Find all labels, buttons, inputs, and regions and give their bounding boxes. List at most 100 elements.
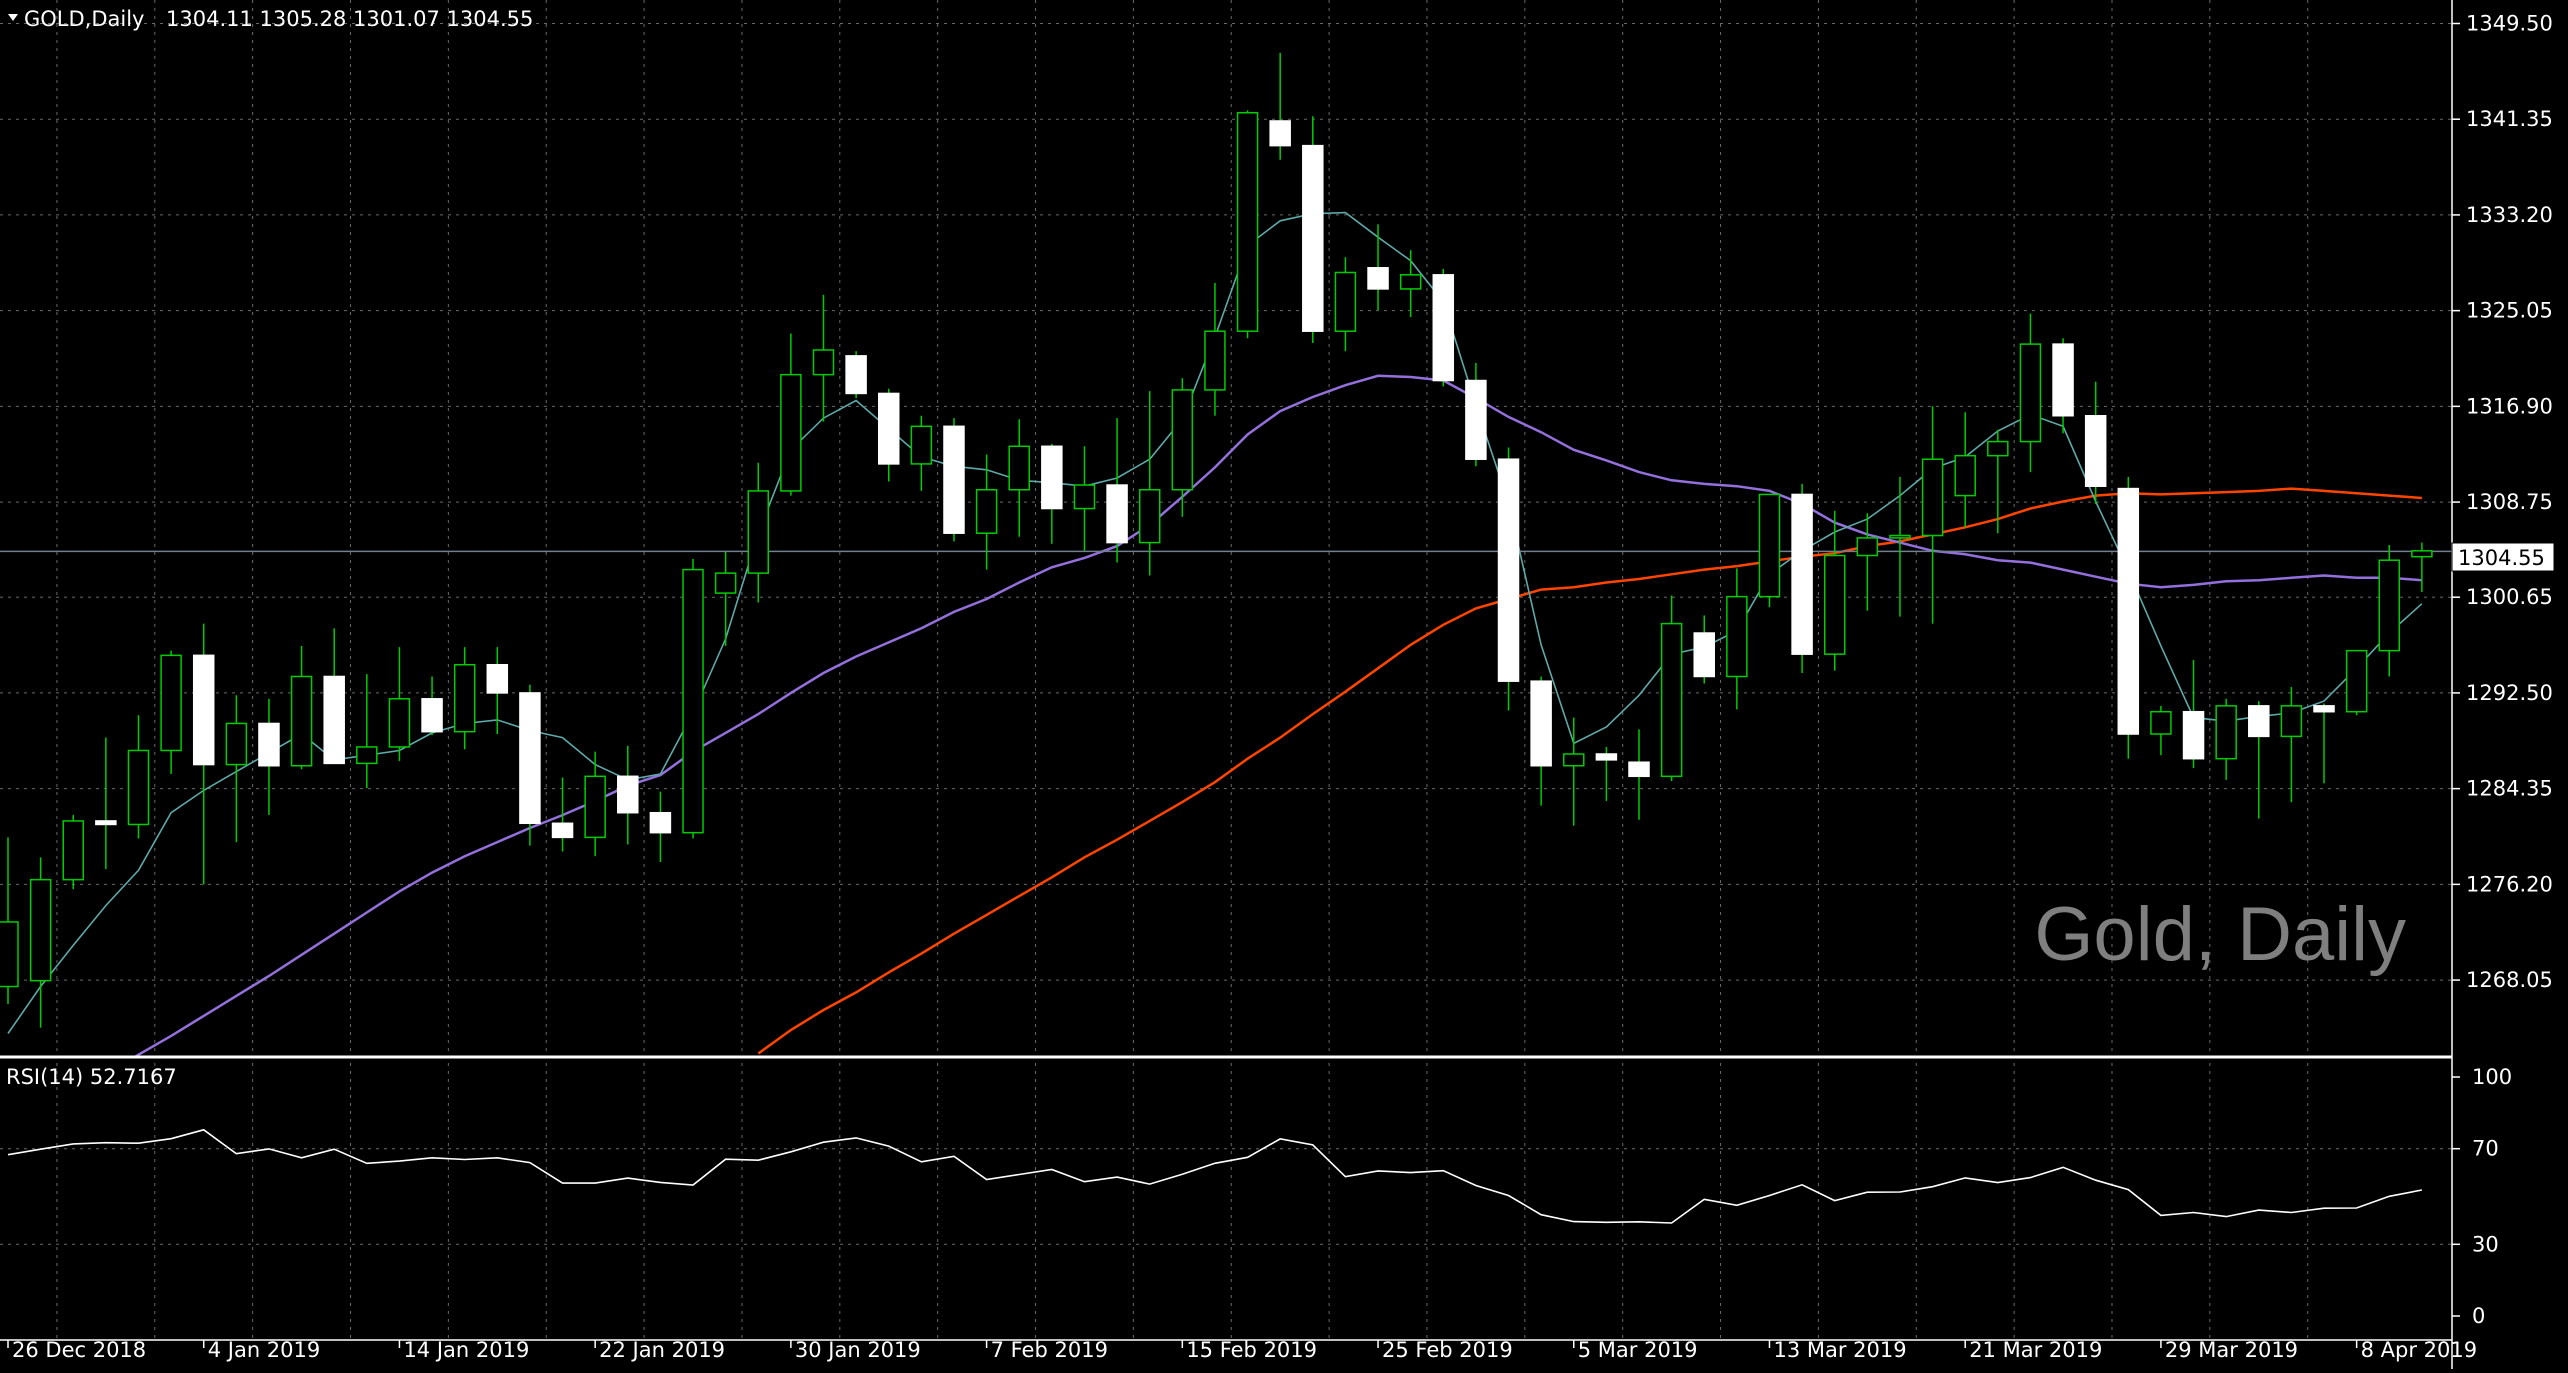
- candle-body: [845, 355, 867, 395]
- candle[interactable]: [1399, 250, 1422, 318]
- candle[interactable]: [2052, 338, 2074, 434]
- candle[interactable]: [1758, 493, 1781, 608]
- candle[interactable]: [2084, 381, 2107, 504]
- candle[interactable]: [649, 791, 672, 863]
- candle[interactable]: [1921, 406, 1944, 624]
- candle[interactable]: [1236, 110, 1259, 339]
- candle[interactable]: [160, 650, 182, 774]
- candle[interactable]: [1726, 568, 1748, 710]
- candle[interactable]: [1889, 476, 1911, 617]
- candle[interactable]: [747, 462, 770, 603]
- candle[interactable]: [1693, 615, 1715, 684]
- candle[interactable]: [1530, 676, 1552, 806]
- candle[interactable]: [2280, 687, 2303, 803]
- candle[interactable]: [551, 777, 574, 852]
- candle[interactable]: [1106, 418, 1128, 563]
- candle[interactable]: [486, 647, 509, 735]
- candle[interactable]: [845, 351, 867, 399]
- candle[interactable]: [1497, 447, 1520, 711]
- candle[interactable]: [388, 647, 411, 762]
- candle[interactable]: [356, 674, 378, 789]
- candle[interactable]: [584, 751, 606, 857]
- candle[interactable]: [1008, 419, 1030, 537]
- candle[interactable]: [421, 676, 443, 736]
- rsi-tick-label: 100: [2472, 1065, 2512, 1089]
- rsi-panel[interactable]: [7, 1128, 2423, 1224]
- candle[interactable]: [453, 647, 476, 750]
- candle[interactable]: [812, 294, 835, 422]
- x-tick-label: 8 Apr 2019: [2361, 1338, 2477, 1362]
- candle[interactable]: [1334, 257, 1357, 352]
- candle[interactable]: [714, 551, 737, 646]
- candle[interactable]: [1073, 446, 1096, 551]
- candle[interactable]: [1302, 116, 1324, 343]
- rsi-tick-label: 70: [2472, 1137, 2499, 1161]
- candle[interactable]: [95, 737, 117, 870]
- candle[interactable]: [1954, 412, 1976, 528]
- current-price-tag: 1304.55: [2451, 542, 2555, 572]
- candle[interactable]: [1041, 443, 1063, 544]
- candle[interactable]: [617, 745, 639, 845]
- candle[interactable]: [1595, 746, 1618, 801]
- candle[interactable]: [323, 628, 345, 765]
- candle[interactable]: [2313, 703, 2335, 784]
- candle[interactable]: [1660, 595, 1683, 782]
- candle[interactable]: [2215, 698, 2237, 780]
- candle[interactable]: [1856, 513, 1879, 611]
- candle[interactable]: [1367, 224, 1389, 311]
- candle[interactable]: [1465, 362, 1487, 467]
- x-tick-label: 26 Dec 2018: [12, 1338, 146, 1362]
- symbol-label: GOLD,Daily: [24, 7, 144, 31]
- candle[interactable]: [1987, 429, 2009, 534]
- candle[interactable]: [0, 837, 19, 1005]
- candle[interactable]: [1432, 268, 1455, 387]
- candle-body: [323, 675, 345, 765]
- candle[interactable]: [519, 684, 541, 846]
- candle[interactable]: [2248, 701, 2270, 819]
- candle[interactable]: [29, 857, 52, 1028]
- candle[interactable]: [225, 695, 248, 843]
- candle-body: [1269, 120, 1291, 147]
- candle-body: [1334, 271, 1357, 332]
- candle[interactable]: [1563, 717, 1585, 826]
- candle[interactable]: [877, 388, 900, 482]
- candle[interactable]: [943, 418, 965, 542]
- candle[interactable]: [910, 415, 933, 491]
- candle[interactable]: [1791, 483, 1813, 673]
- candle[interactable]: [1204, 283, 1226, 416]
- candle[interactable]: [2411, 542, 2433, 592]
- collapse-triangle-icon[interactable]: [8, 14, 18, 21]
- candle[interactable]: [2182, 660, 2205, 769]
- candle[interactable]: [780, 333, 802, 496]
- candle[interactable]: [258, 698, 280, 816]
- candle-body: [2378, 559, 2401, 652]
- candle[interactable]: [1171, 378, 1194, 517]
- candle[interactable]: [127, 715, 150, 839]
- candle[interactable]: [2150, 705, 2172, 756]
- candle-body: [62, 820, 84, 881]
- candle-body: [975, 488, 998, 534]
- candle-body: [2084, 415, 2107, 487]
- candle[interactable]: [1269, 52, 1291, 160]
- candle-body: [519, 692, 541, 825]
- candle-body: [2117, 487, 2140, 735]
- candle[interactable]: [192, 623, 215, 885]
- candle[interactable]: [975, 454, 998, 570]
- candle[interactable]: [1628, 729, 1650, 820]
- candle[interactable]: [2378, 544, 2401, 677]
- candlesticks[interactable]: [0, 52, 2433, 1028]
- candle[interactable]: [1823, 510, 1846, 671]
- rsi-tick-label: 0: [2472, 1304, 2485, 1328]
- candle[interactable]: [1138, 391, 1161, 576]
- candle-body: [1758, 493, 1781, 598]
- candle-body: [1823, 554, 1846, 655]
- candle[interactable]: [62, 815, 84, 890]
- candle[interactable]: [290, 645, 313, 770]
- candle[interactable]: [2019, 313, 2042, 473]
- candle[interactable]: [2345, 649, 2368, 716]
- candle-body: [1399, 274, 1422, 290]
- candle[interactable]: [682, 559, 704, 839]
- candle[interactable]: [2117, 476, 2140, 759]
